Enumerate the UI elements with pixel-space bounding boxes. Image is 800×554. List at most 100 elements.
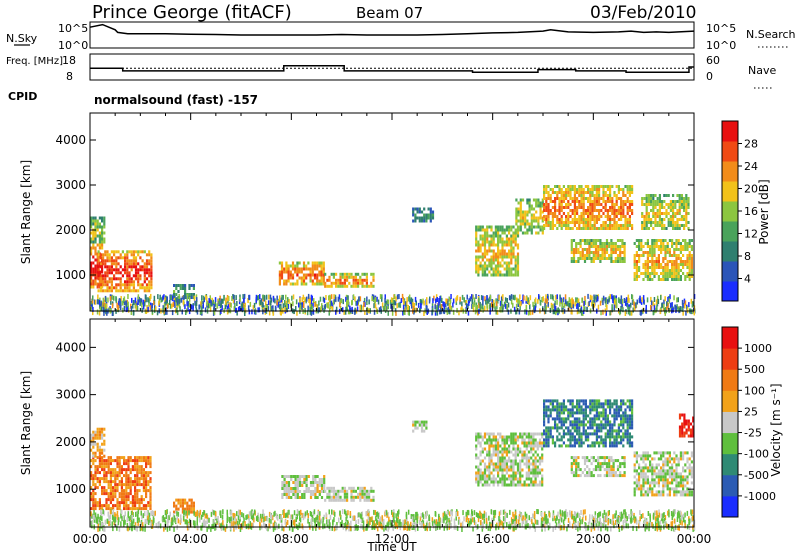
scatter-cell [545, 203, 548, 206]
scatter-cell [641, 212, 644, 215]
scatter-cell [608, 245, 611, 248]
scatter-cell [307, 273, 310, 277]
scatter-cell [488, 459, 491, 463]
scatter-cell [108, 286, 111, 290]
scatter-cell [571, 408, 574, 412]
scatter-cell [497, 225, 500, 229]
scatter-cell [96, 486, 99, 490]
scatter-cell [603, 251, 606, 254]
scatter-cell [522, 298, 524, 304]
scatter-cell [166, 296, 168, 302]
scatter-cell [101, 270, 104, 274]
scatter-cell [679, 248, 682, 251]
scatter-cell [150, 293, 152, 299]
scatter-cell [418, 420, 421, 424]
scatter-cell [309, 297, 311, 303]
scatter-cell [322, 273, 325, 277]
scatter-cell [414, 426, 417, 430]
scatter-cell [668, 254, 671, 257]
scatter-cell [640, 239, 643, 242]
scatter-cell [134, 459, 137, 463]
scatter-cell [335, 498, 338, 502]
scatter-cell [320, 273, 323, 277]
scatter-cell [664, 257, 667, 260]
scatter-cell [663, 224, 666, 227]
scatter-cell [615, 203, 618, 206]
scatter-cell [580, 203, 583, 206]
scatter-cell [354, 296, 356, 302]
scatter-cell [641, 215, 644, 218]
scatter-cell [526, 219, 529, 223]
scatter-cell [117, 256, 120, 260]
scatter-cell [611, 432, 614, 436]
scatter-cell [431, 216, 435, 220]
scatter-cell [620, 227, 623, 230]
scatter-cell [494, 273, 497, 277]
scatter-cell [584, 212, 587, 215]
scatter-cell [405, 304, 407, 310]
scatter-cell [690, 269, 693, 272]
scatter-cell [107, 507, 110, 511]
scatter-cell [655, 242, 658, 245]
scatter-cell [426, 297, 428, 303]
scatter-cell [581, 239, 584, 242]
scatter-cell [281, 294, 283, 300]
scatter-cell [519, 435, 522, 439]
scatter-cell [448, 309, 451, 315]
scatter-cell [512, 432, 515, 436]
scatter-cell [490, 477, 493, 481]
scatter-cell [98, 477, 101, 481]
scatter-cell [565, 432, 568, 436]
scatter-cell [97, 294, 99, 300]
scatter-cell [475, 249, 478, 253]
scatter-cell [660, 266, 663, 269]
scatter-cell [519, 228, 522, 232]
scatter-cell [604, 221, 607, 224]
scatter-cell [244, 302, 246, 308]
scatter-cell [578, 438, 581, 442]
scatter-cell [505, 477, 508, 481]
scatter-cell [616, 257, 620, 260]
scatter-cell [90, 279, 93, 283]
scatter-cell [621, 251, 624, 254]
scatter-cell [449, 299, 451, 305]
scatter-cell [609, 426, 612, 430]
scatter-cell [589, 426, 592, 430]
scatter-cell [530, 207, 533, 211]
scatter-cell [150, 283, 153, 287]
scatter-cell [318, 484, 321, 487]
scatter-cell [597, 257, 600, 260]
scatter-cell [617, 209, 620, 212]
scatter-cell [179, 306, 181, 312]
scatter-cell [583, 260, 587, 263]
scatter-cell [514, 483, 517, 487]
scatter-cell [148, 283, 151, 287]
scatter-cell [685, 209, 688, 212]
scatter-cell [547, 212, 550, 215]
scatter-cell [684, 248, 687, 251]
scatter-cell [530, 435, 533, 439]
scatter-cell [690, 260, 693, 263]
scatter-cell [92, 439, 95, 443]
scatter-cell [551, 294, 554, 300]
scatter-cell [494, 468, 497, 472]
scatter-cell [598, 194, 601, 197]
scatter-cell [575, 248, 578, 251]
scatter-cell [145, 465, 148, 469]
scatter-cell [532, 219, 536, 223]
scatter-cell [414, 420, 417, 424]
scatter-cell [522, 294, 524, 300]
scatter-cell [516, 234, 520, 238]
scatter-cell [130, 262, 133, 266]
scatter-cell [343, 275, 346, 279]
scatter-cell [482, 300, 484, 306]
scatter-cell [673, 242, 676, 245]
scatter-cell [121, 274, 124, 278]
scatter-cell [530, 432, 533, 436]
scatter-cell [582, 197, 585, 200]
scatter-cell [479, 459, 482, 463]
scatter-cell [490, 228, 493, 232]
scatter-cell [499, 273, 502, 277]
scatter-cell [373, 309, 376, 315]
scatter-cell [589, 218, 592, 221]
